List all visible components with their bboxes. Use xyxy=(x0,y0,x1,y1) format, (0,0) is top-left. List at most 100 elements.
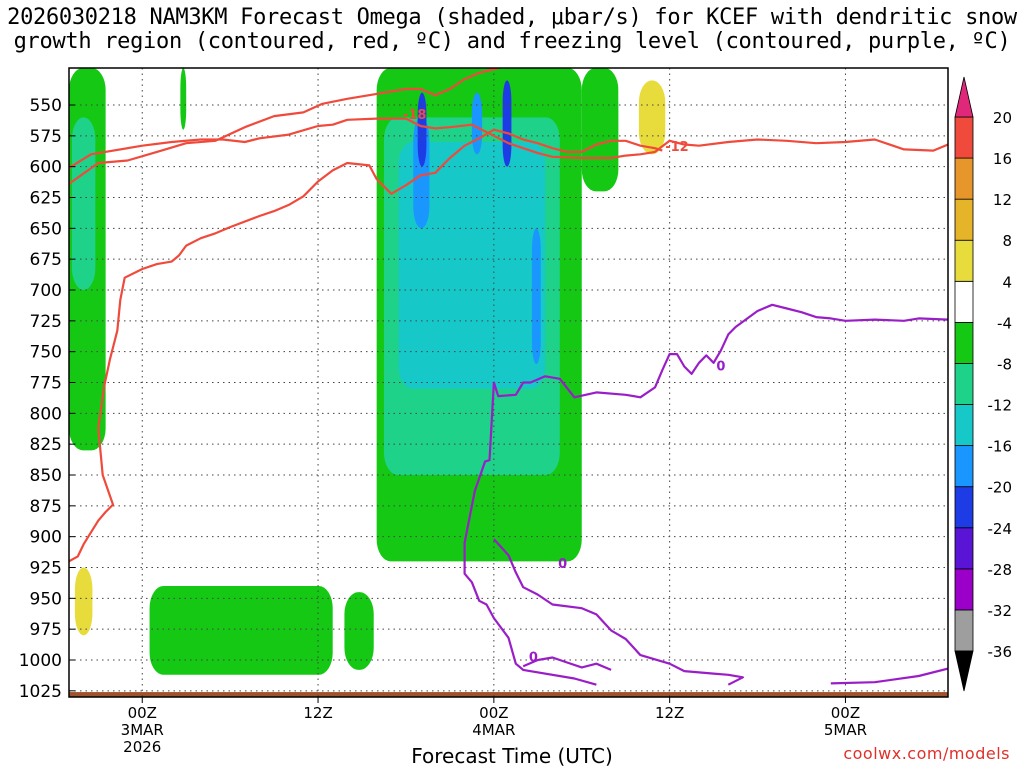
pressure-axis: 550 575 600 625 650 675 700 725 750 775 800 825 850 8… xyxy=(19,96,75,702)
colorbar-segment-10 xyxy=(954,198,974,241)
x-tick-label-48-1: 5MAR xyxy=(824,721,867,739)
x-tick-label-24-1: 4MAR xyxy=(472,721,515,739)
y-tick-label-550: 550 xyxy=(30,96,62,116)
chart-title-line-1: 2026030218 NAM3KM Forecast Omega (shaded… xyxy=(7,5,1017,30)
colorbar-segment-3 xyxy=(954,486,974,529)
site-credit: coolwx.com/models xyxy=(843,744,1010,763)
omega-region-12 xyxy=(502,80,512,167)
colorbar-segment-0 xyxy=(954,609,974,652)
contour-label-1: -12 xyxy=(665,140,689,155)
colorbar-segment-7 xyxy=(954,321,974,364)
dgz-contour-1 xyxy=(69,117,948,169)
colorbar-label-10: 8 xyxy=(1002,232,1012,250)
x-tick-label-24-0: 00Z xyxy=(479,704,508,722)
x-axis-title: Forecast Time (UTC) xyxy=(411,744,613,768)
omega-region-22 xyxy=(618,68,629,118)
y-tick-label-625: 625 xyxy=(30,189,62,209)
contour-label-5: 0 xyxy=(529,651,538,666)
y-tick-label-850: 850 xyxy=(30,466,62,486)
x-tick-label-0-1: 3MAR xyxy=(121,721,164,739)
colorbar-segment-8 xyxy=(954,280,974,323)
colorbar-segment-2 xyxy=(954,527,974,570)
y-tick-label-650: 650 xyxy=(30,219,62,239)
omega-region-17 xyxy=(173,265,184,377)
colorbar-segment-9 xyxy=(954,239,974,282)
y-tick-label-800: 800 xyxy=(30,404,62,424)
y-tick-label-700: 700 xyxy=(30,281,62,301)
chart-title: 2026030218 NAM3KM Forecast Omega (shaded… xyxy=(0,6,1024,54)
colorbar: -36 -32 -28 -24 -20 -16 -12 -8 -4 4 8 12 16 20 xyxy=(954,76,1013,692)
y-tick-label-950: 950 xyxy=(30,589,62,609)
x-tick-label-36-0: 12Z xyxy=(655,704,684,722)
chart-title-line-2: growth region (contoured, red, ºC) and f… xyxy=(13,29,1011,54)
y-tick-label-825: 825 xyxy=(30,435,62,455)
x-tick-label-12-0: 12Z xyxy=(303,704,332,722)
freezing-contour-5 xyxy=(522,656,612,671)
y-tick-label-975: 975 xyxy=(30,620,62,640)
omega-region-8 xyxy=(398,142,546,389)
colorbar-label-8: -4 xyxy=(997,314,1012,332)
y-tick-label-675: 675 xyxy=(30,250,62,270)
omega-region-18 xyxy=(619,536,635,611)
x-tick-label-0-2: 2026 xyxy=(123,738,161,756)
contour-label-3: 0 xyxy=(716,359,725,374)
colorbar-segment-5 xyxy=(954,404,974,447)
y-tick-label-725: 725 xyxy=(30,312,62,332)
omega-region-1 xyxy=(71,117,96,290)
y-tick-label-600: 600 xyxy=(30,158,62,178)
y-tick-label-575: 575 xyxy=(30,127,62,147)
colorbar-label-0: -36 xyxy=(988,643,1013,661)
colorbar-label-4: -20 xyxy=(988,479,1013,497)
y-tick-label-925: 925 xyxy=(30,559,62,579)
colorbar-label-9: 4 xyxy=(1002,273,1012,291)
colorbar-segment-11 xyxy=(954,157,974,200)
x-tick-label-48-0: 00Z xyxy=(831,704,860,722)
colorbar-label-2: -28 xyxy=(988,561,1013,579)
omega-region-5 xyxy=(149,586,333,675)
y-tick-label-775: 775 xyxy=(30,374,62,394)
colorbar-label-6: -12 xyxy=(988,397,1013,415)
colorbar-segment-4 xyxy=(954,445,974,488)
colorbar-label-3: -24 xyxy=(988,520,1013,538)
y-tick-label-900: 900 xyxy=(30,528,62,548)
freezing-contour-3 xyxy=(463,303,948,686)
ground-surface xyxy=(69,692,948,697)
omega-region-15 xyxy=(74,567,93,636)
omega-region-11 xyxy=(471,92,483,155)
colorbar-label-7: -8 xyxy=(997,355,1012,373)
y-tick-label-1000: 1000 xyxy=(19,651,62,671)
omega-region-13 xyxy=(531,228,541,364)
omega-region-2 xyxy=(180,68,187,130)
colorbar-segment-6 xyxy=(954,363,974,405)
dgz-contour-0 xyxy=(69,68,504,185)
colorbar-label-5: -16 xyxy=(988,438,1013,456)
omega-region-16 xyxy=(262,438,283,506)
freezing-contour-6 xyxy=(830,667,948,685)
colorbar-label-11: 12 xyxy=(993,191,1012,209)
omega-region-10 xyxy=(417,92,427,167)
contour-label-4: 0 xyxy=(558,557,567,572)
colorbar-label-13: 20 xyxy=(993,109,1012,127)
contour-layer: -18 -12 0 0 0 xyxy=(69,68,948,686)
omega-region-4 xyxy=(581,68,619,192)
colorbar-segment-12 xyxy=(954,116,974,159)
omega-region-6 xyxy=(344,592,374,670)
colorbar-label-12: 16 xyxy=(993,150,1012,168)
freezing-contour-4 xyxy=(493,538,744,686)
colorbar-label-1: -32 xyxy=(988,602,1013,620)
contour-label-0: -18 xyxy=(403,108,427,123)
y-tick-label-1025: 1025 xyxy=(19,682,62,702)
y-tick-label-750: 750 xyxy=(30,343,62,363)
ground-layer xyxy=(69,692,948,697)
colorbar-segment-1 xyxy=(954,568,974,611)
x-tick-label-0-0: 00Z xyxy=(128,704,157,722)
omega-shading-layer xyxy=(69,68,670,675)
omega-region-19 xyxy=(638,314,650,500)
y-tick-label-875: 875 xyxy=(30,497,62,517)
omega-region-21 xyxy=(638,80,666,155)
colorbar-over-arrow xyxy=(954,76,974,118)
dgz-contour-2 xyxy=(69,128,663,563)
colorbar-under-arrow xyxy=(954,650,974,692)
